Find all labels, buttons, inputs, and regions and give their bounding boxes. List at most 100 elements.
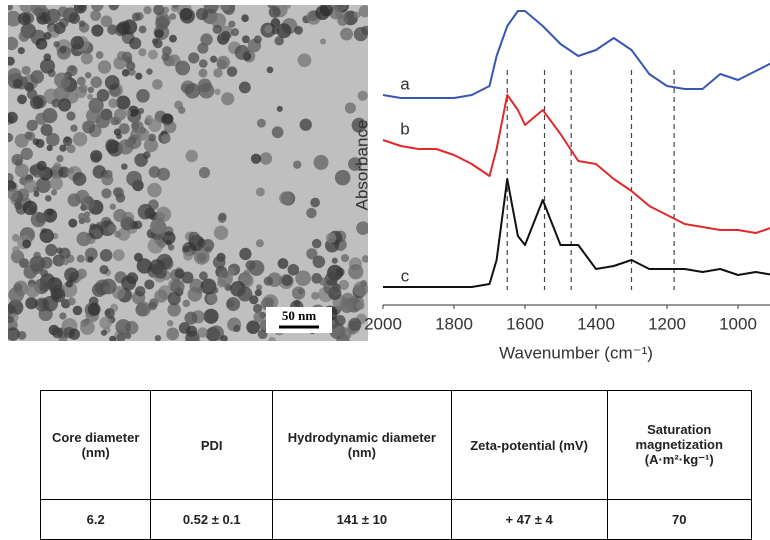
- particle: [100, 249, 113, 262]
- particle: [107, 224, 116, 233]
- particle: [81, 52, 93, 64]
- particle: [45, 244, 57, 256]
- page: {"tem_image": {"scale_bar": "50 nm"}, "c…: [0, 0, 770, 540]
- particle: [103, 285, 111, 293]
- particle: [33, 252, 40, 259]
- particle: [154, 266, 167, 279]
- particle: [27, 89, 38, 100]
- particle: [137, 128, 150, 141]
- spectrum-line: [383, 11, 770, 98]
- particle: [202, 239, 214, 251]
- particle: [217, 279, 226, 288]
- particle: [35, 113, 47, 125]
- particle: [253, 312, 264, 323]
- particle: [214, 226, 228, 240]
- particle: [264, 25, 272, 33]
- particle: [257, 119, 266, 128]
- particle: [345, 102, 356, 113]
- particle: [37, 161, 47, 171]
- particle: [66, 111, 75, 120]
- particle: [221, 92, 234, 105]
- particle: [75, 190, 89, 204]
- header-cell: Core diameter (nm): [41, 391, 151, 500]
- particle: [319, 277, 327, 285]
- particle: [13, 79, 23, 89]
- particle: [337, 15, 348, 26]
- particle: [227, 268, 235, 276]
- particle: [101, 188, 111, 198]
- particle: [183, 246, 190, 253]
- particle: [122, 69, 130, 77]
- particle: [145, 115, 153, 123]
- particle: [101, 15, 113, 27]
- particle: [135, 286, 146, 297]
- particle: [340, 28, 353, 41]
- particle: [54, 73, 69, 88]
- particle: [221, 31, 231, 41]
- particle: [23, 201, 38, 216]
- particle: [168, 292, 181, 305]
- particle: [41, 124, 53, 136]
- particle: [186, 150, 198, 162]
- particle: [98, 60, 111, 73]
- particle: [348, 264, 363, 279]
- particle: [237, 287, 252, 302]
- particle: [88, 303, 101, 316]
- particle: [267, 67, 274, 74]
- particle: [217, 56, 230, 69]
- particle: [278, 258, 289, 269]
- particle: [242, 35, 250, 43]
- particle: [272, 126, 284, 138]
- particle: [358, 91, 368, 101]
- particle: [152, 79, 163, 90]
- particle: [210, 56, 217, 63]
- particle: [212, 287, 219, 294]
- particle: [40, 229, 54, 243]
- particle: [135, 73, 142, 80]
- particle: [87, 256, 93, 262]
- particle: [348, 157, 362, 171]
- particle: [271, 18, 280, 27]
- particle: [116, 96, 130, 110]
- particle: [167, 320, 174, 327]
- particle: [122, 52, 132, 62]
- particle: [274, 36, 283, 45]
- particle: [125, 333, 131, 339]
- particle: [105, 309, 111, 315]
- particle: [115, 319, 131, 335]
- particle: [22, 66, 31, 75]
- particle: [199, 59, 208, 68]
- particle: [154, 29, 163, 38]
- particle: [200, 33, 212, 45]
- particle: [70, 124, 77, 131]
- particle: [108, 98, 118, 108]
- particle: [13, 281, 28, 296]
- particle: [91, 24, 103, 36]
- particle: [248, 260, 264, 276]
- particle: [87, 94, 93, 100]
- particle: [129, 37, 141, 49]
- particle: [25, 297, 37, 309]
- particle: [88, 87, 95, 94]
- particle: [233, 325, 240, 332]
- particle: [352, 118, 367, 133]
- particle: [282, 275, 293, 286]
- particle: [51, 288, 66, 303]
- x-axis-label: Wavenumber (cm⁻¹): [499, 343, 653, 362]
- particle: [354, 27, 368, 41]
- particle: [34, 7, 44, 17]
- particle: [70, 36, 84, 50]
- particle: [251, 154, 261, 164]
- particle: [339, 327, 352, 340]
- particle: [157, 168, 170, 181]
- particle: [33, 191, 39, 197]
- particle: [77, 255, 85, 263]
- particle: [134, 153, 148, 167]
- particle: [56, 155, 63, 162]
- particle: [51, 189, 57, 195]
- particle: [121, 163, 128, 170]
- particle: [213, 25, 222, 34]
- particle: [136, 301, 151, 316]
- spectrum-line: [383, 179, 770, 287]
- particle: [22, 239, 31, 248]
